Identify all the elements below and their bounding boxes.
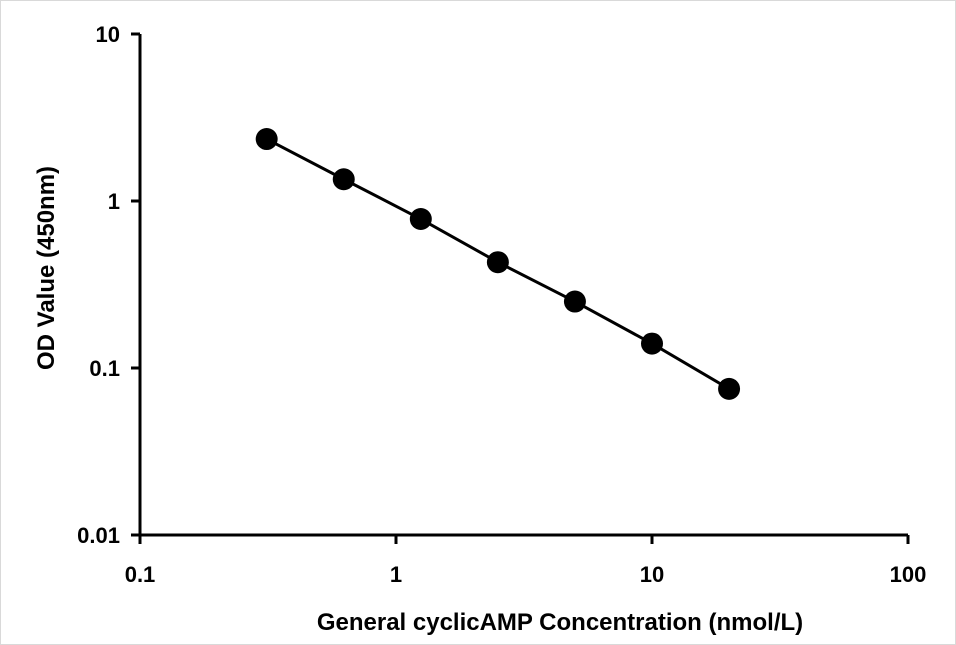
data-point xyxy=(563,290,586,313)
x-axis-ticks: 0.1 1 10 100 xyxy=(125,535,927,587)
axes xyxy=(138,34,908,537)
y-axis-title: OD Value (450nm) xyxy=(33,166,60,370)
data-point xyxy=(332,168,355,191)
x-tick-label: 0.1 xyxy=(125,562,156,587)
x-tick-label: 100 xyxy=(890,562,927,587)
y-axis-ticks: 0.01 0.1 1 10 xyxy=(77,22,140,548)
data-point xyxy=(641,332,663,355)
data-point xyxy=(255,128,278,151)
x-tick-label: 10 xyxy=(640,562,664,587)
y-tick-label: 0.01 xyxy=(77,523,120,548)
x-axis-title: General cyclicAMP Concentration (nmol/L) xyxy=(317,609,803,636)
series-layer xyxy=(255,128,741,400)
y-tick-label: 0.1 xyxy=(89,356,120,381)
data-point xyxy=(409,208,432,231)
data-point xyxy=(718,377,741,400)
x-tick-label: 1 xyxy=(390,562,402,587)
data-point xyxy=(486,251,509,274)
y-tick-label: 1 xyxy=(108,189,120,214)
y-tick-label: 10 xyxy=(96,22,120,47)
